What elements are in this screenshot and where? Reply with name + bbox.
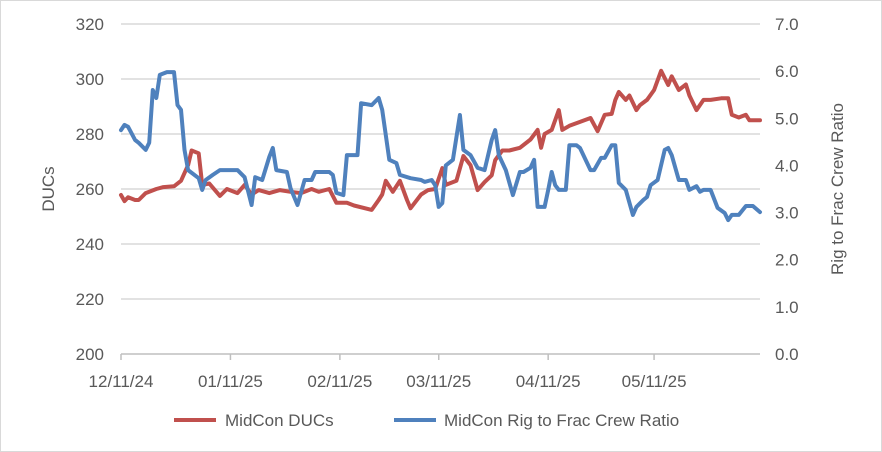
y-tick-label: 300 — [76, 70, 104, 89]
legend-label-duc: MidCon DUCs — [225, 411, 334, 430]
x-tick-label: 12/11/24 — [89, 372, 154, 391]
y2-tick-label: 0.0 — [775, 345, 799, 364]
y-axis-left: 200 220 240 260 280 300 320 — [76, 15, 104, 364]
legend: MidCon DUCs MidCon Rig to Frac Crew Rati… — [174, 411, 679, 430]
y-axis-title: DUCs — [39, 166, 58, 211]
legend-label-ratio: MidCon Rig to Frac Crew Ratio — [444, 411, 679, 430]
series-points — [120, 71, 761, 221]
y-tick-label: 280 — [76, 125, 104, 144]
y-tick-label: 220 — [76, 290, 104, 309]
x-axis: 12/11/24 01/11/25 02/11/25 03/11/25 04/11/25… — [89, 353, 760, 391]
y2-tick-label: 7.0 — [775, 15, 799, 34]
x-tick-label: 02/11/25 — [307, 372, 372, 391]
y2-axis-title: Rig to Frac Crew Ratio — [828, 103, 847, 275]
y-tick-label: 200 — [76, 345, 104, 364]
y-axis-right: 0.0 1.0 2.0 3.0 4.0 5.0 6.0 7.0 — [775, 15, 799, 364]
y2-tick-label: 5.0 — [775, 109, 799, 128]
y-tick-label: 240 — [76, 235, 104, 254]
series-line-rig-frac-ratio — [119, 70, 762, 223]
x-tick-label: 03/11/25 — [406, 372, 471, 391]
y2-tick-label: 3.0 — [775, 204, 799, 223]
series-points — [120, 70, 761, 210]
x-tick-label: 04/11/25 — [516, 372, 581, 391]
y-tick-label: 260 — [76, 180, 104, 199]
y2-tick-label: 4.0 — [775, 156, 799, 175]
y2-tick-label: 2.0 — [775, 251, 799, 270]
y2-tick-label: 6.0 — [775, 62, 799, 81]
y-tick-label: 320 — [76, 15, 104, 34]
x-tick-label: 05/11/25 — [622, 372, 687, 391]
series-lines — [119, 68, 762, 223]
gridlines — [121, 23, 760, 300]
x-tick-label: 01/11/25 — [198, 372, 263, 391]
y2-tick-label: 1.0 — [775, 298, 799, 317]
